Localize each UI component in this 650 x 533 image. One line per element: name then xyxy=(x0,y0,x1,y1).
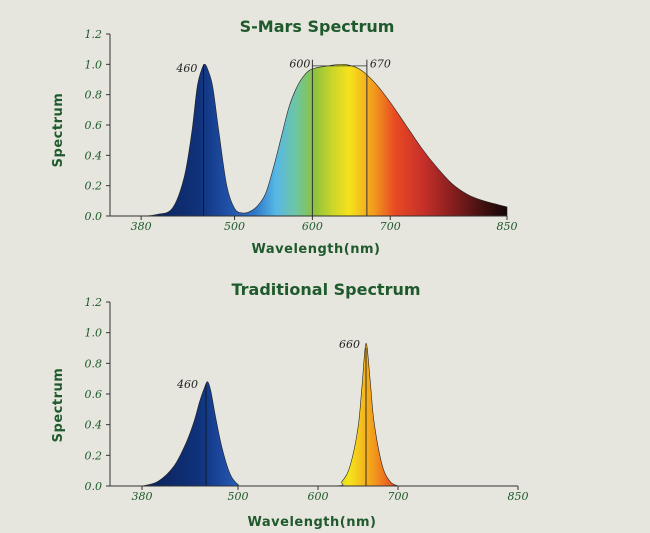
x-tick-label: 380 xyxy=(132,490,153,503)
x-tick-label: 850 xyxy=(508,490,529,503)
x-axis-label: Wavelength(nm) xyxy=(252,242,381,257)
y-ticks: 0.0 0.2 0.4 0.6 0.8 1.0 1.2 xyxy=(85,296,110,493)
annotation-660: 660 xyxy=(339,338,360,351)
x-ticks: 380 500 600 700 850 xyxy=(131,216,518,233)
x-axis-label: Wavelength(nm) xyxy=(248,515,377,530)
y-axis-label: Spectrum xyxy=(51,368,66,443)
y-tick-label: 1.2 xyxy=(85,28,103,41)
spectrum-area xyxy=(141,343,400,487)
x-tick-label: 700 xyxy=(380,220,401,233)
y-tick-label: 0.2 xyxy=(85,449,103,462)
y-tick-label: 0.2 xyxy=(85,180,103,193)
y-tick-label: 1.2 xyxy=(85,296,103,309)
y-tick-label: 0.8 xyxy=(85,357,103,370)
y-tick-label: 0.4 xyxy=(85,149,103,162)
y-tick-label: 0.0 xyxy=(85,480,103,493)
annotation-460: 460 xyxy=(175,62,197,75)
x-tick-label: 850 xyxy=(497,220,518,233)
y-tick-label: 0.8 xyxy=(85,89,103,102)
spectrum-area xyxy=(109,63,508,217)
x-ticks: 380 500 600 700 850 xyxy=(132,486,529,503)
y-axis-label: Spectrum xyxy=(51,93,66,168)
x-tick-label: 600 xyxy=(308,490,329,503)
chart-s-mars: S-Mars Spectrum 0.0 0.2 0.4 0.6 0.8 1.0 1.2 38… xyxy=(51,17,518,257)
x-tick-label: 500 xyxy=(224,220,245,233)
annotation-460: 460 xyxy=(176,378,198,391)
y-tick-label: 1.0 xyxy=(85,58,103,71)
chart-title: Traditional Spectrum xyxy=(231,280,420,299)
y-tick-label: 0.4 xyxy=(85,419,103,432)
chart-title: S-Mars Spectrum xyxy=(240,17,395,36)
y-tick-label: 0.0 xyxy=(85,210,103,223)
annotation-670: 670 xyxy=(370,57,391,70)
x-tick-label: 600 xyxy=(302,220,323,233)
chart-traditional: Traditional Spectrum 0.0 0.2 0.4 0.6 0.8 1.0 1… xyxy=(51,280,529,530)
x-tick-label: 380 xyxy=(131,220,152,233)
x-tick-label: 700 xyxy=(388,490,409,503)
y-tick-label: 0.6 xyxy=(85,388,103,401)
y-tick-label: 0.6 xyxy=(85,119,103,132)
x-tick-label: 500 xyxy=(228,490,249,503)
y-tick-label: 1.0 xyxy=(85,327,103,340)
y-ticks: 0.0 0.2 0.4 0.6 0.8 1.0 1.2 xyxy=(85,28,110,223)
annotation-600: 600 xyxy=(289,57,310,70)
